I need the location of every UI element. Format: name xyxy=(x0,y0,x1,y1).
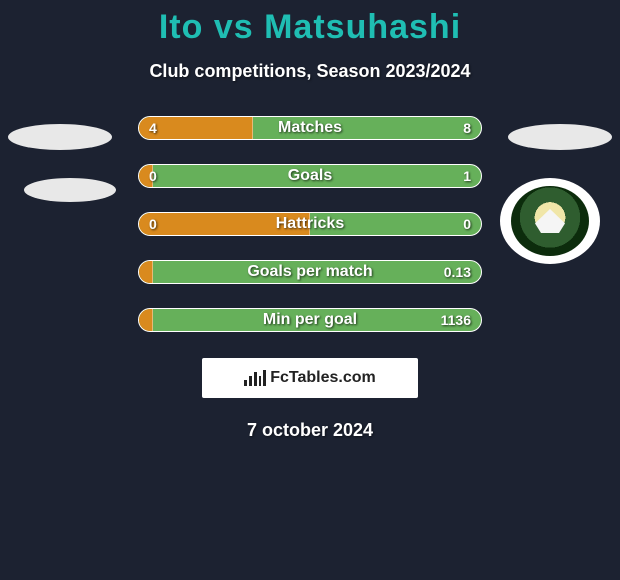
stat-label: Hattricks xyxy=(139,213,481,235)
club-crest-right xyxy=(500,178,600,264)
stat-label: Min per goal xyxy=(139,309,481,331)
stat-right-value: 1 xyxy=(463,165,471,187)
player-left-ellipse-2 xyxy=(24,178,116,202)
page-title: Ito vs Matsuhashi xyxy=(0,0,620,47)
stat-right-value: 0 xyxy=(463,213,471,235)
stat-row-goals-per-match: Goals per match 0.13 xyxy=(138,260,482,284)
brand-text: FcTables.com xyxy=(270,369,376,387)
stat-row-goals: 0 Goals 1 xyxy=(138,164,482,188)
stat-right-value: 1136 xyxy=(441,309,471,331)
brand-box: FcTables.com xyxy=(202,358,418,398)
stat-label: Matches xyxy=(139,117,481,139)
comparison-card: Ito vs Matsuhashi Club competitions, Sea… xyxy=(0,0,620,580)
player-left-ellipse-1 xyxy=(8,124,112,150)
stat-row-min-per-goal: Min per goal 1136 xyxy=(138,308,482,332)
bar-chart-icon xyxy=(244,370,266,386)
stat-row-matches: 4 Matches 8 xyxy=(138,116,482,140)
crest-bird-icon xyxy=(535,209,565,233)
subtitle: Club competitions, Season 2023/2024 xyxy=(0,61,620,82)
date-text: 7 october 2024 xyxy=(0,420,620,441)
stat-label: Goals xyxy=(139,165,481,187)
tokyo-verdy-crest-icon xyxy=(511,186,589,256)
stat-right-value: 8 xyxy=(463,117,471,139)
stat-label: Goals per match xyxy=(139,261,481,283)
stat-row-hattricks: 0 Hattricks 0 xyxy=(138,212,482,236)
player-right-ellipse-1 xyxy=(508,124,612,150)
stat-right-value: 0.13 xyxy=(444,261,471,283)
